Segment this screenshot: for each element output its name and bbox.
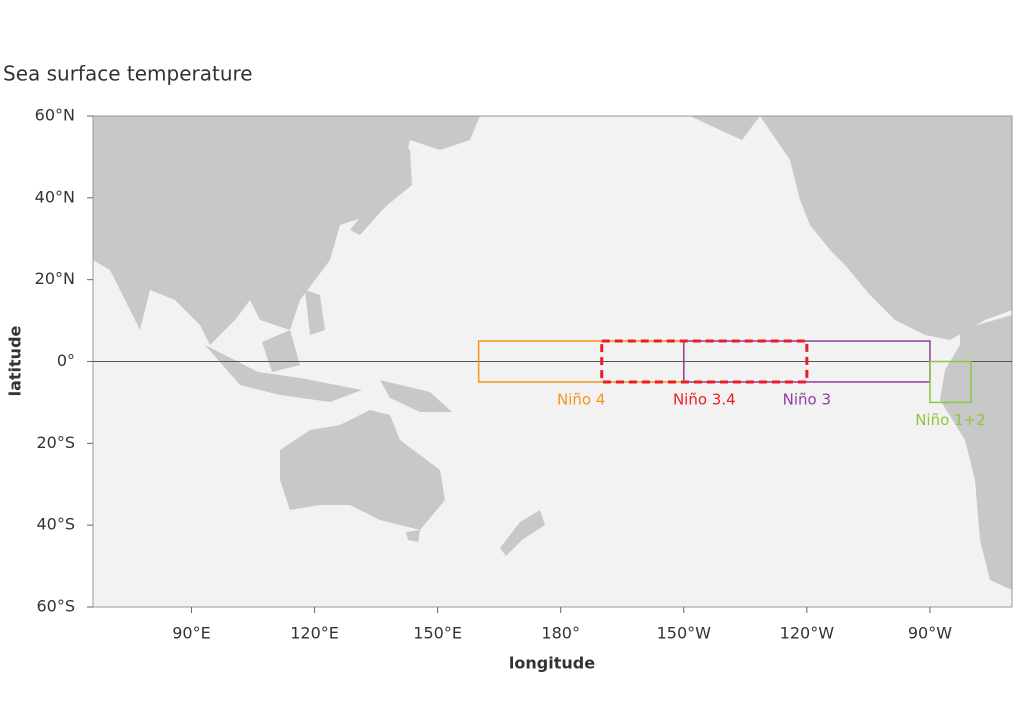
- x-tick-label: 180°: [541, 624, 580, 643]
- south-america: [940, 315, 1012, 590]
- australia: [280, 410, 445, 530]
- y-tick-label: 20°S: [36, 433, 75, 452]
- japan: [350, 140, 412, 235]
- map-title: Sea surface temperature: [3, 62, 253, 86]
- y-axis-label: latitude: [6, 325, 25, 396]
- region-label: Niño 3: [783, 390, 831, 408]
- asia: [93, 116, 480, 345]
- sumatra-java: [205, 345, 362, 402]
- x-tick-label: 120°W: [780, 624, 835, 643]
- region-label: Niño 4: [557, 390, 605, 408]
- region-label: Niño 1+2: [915, 411, 986, 429]
- y-tick-label: 60°S: [36, 597, 75, 616]
- y-tick-label: 60°N: [35, 106, 75, 125]
- region-box: [929, 360, 972, 404]
- new-zealand: [500, 510, 545, 556]
- alaska: [690, 116, 760, 140]
- region-box: [600, 339, 809, 384]
- x-tick-label: 90°E: [172, 624, 210, 643]
- north-america: [760, 116, 1012, 340]
- x-tick-label: 120°E: [290, 624, 339, 643]
- x-tick-label: 90°W: [908, 624, 952, 643]
- y-tick-label: 0°: [57, 351, 75, 370]
- y-tick-label: 20°N: [35, 269, 75, 288]
- new-guinea: [380, 380, 452, 412]
- land: [93, 116, 1012, 590]
- x-axis-label: longitude: [509, 654, 595, 673]
- y-tick-label: 40°S: [36, 515, 75, 534]
- tasmania: [406, 530, 420, 542]
- region-label: Niño 3.4: [673, 390, 736, 408]
- philippines: [305, 290, 325, 335]
- x-tick-label: 150°E: [413, 624, 462, 643]
- x-tick-label: 150°W: [657, 624, 712, 643]
- y-tick-label: 40°N: [35, 187, 75, 206]
